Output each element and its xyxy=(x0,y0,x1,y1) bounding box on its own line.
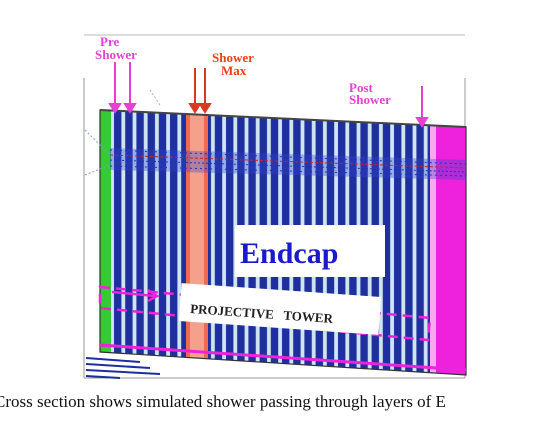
post-shower-label-line2: Shower xyxy=(349,92,391,107)
tower-arrow xyxy=(111,288,160,303)
caption-text: Cross section shows simulated shower pas… xyxy=(0,392,446,411)
pre-shower-arrows xyxy=(108,62,137,114)
shower-max-label-line2: Max xyxy=(221,63,247,78)
simulated-shower-tracks xyxy=(84,89,467,180)
endcap-label: Endcap xyxy=(240,237,338,270)
floor-lines xyxy=(85,343,467,379)
endcap-label-box xyxy=(235,225,385,277)
post-shower-label-line1: Post xyxy=(349,80,374,95)
shower-max-label-line1: Shower xyxy=(212,50,254,65)
post-shower-arrow xyxy=(415,86,429,128)
pre-shower-label-line2: Shower xyxy=(95,47,137,62)
pre-shower-bar xyxy=(100,110,111,375)
shower-max-arrows xyxy=(188,68,212,114)
figure-caption: Cross section shows simulated shower pas… xyxy=(0,392,548,418)
pre-shower-label-line1: Pre xyxy=(100,34,119,49)
projective-tower-outline xyxy=(98,285,432,342)
